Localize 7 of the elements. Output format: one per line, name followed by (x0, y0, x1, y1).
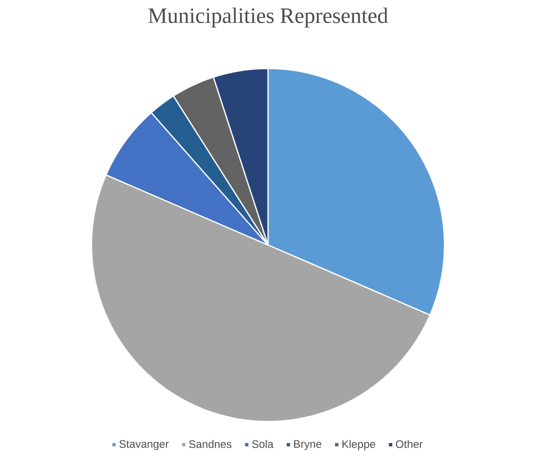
legend-label: Sandnes (189, 440, 232, 448)
legend-label: Kleppe (342, 440, 376, 450)
legend-label: Other (396, 440, 423, 448)
legend-label: Bryne (294, 440, 322, 450)
chart-title: Municipalities Represented (148, 8, 388, 28)
legend-label: Sola (252, 440, 274, 448)
legend-label: Stavanger (119, 440, 169, 450)
